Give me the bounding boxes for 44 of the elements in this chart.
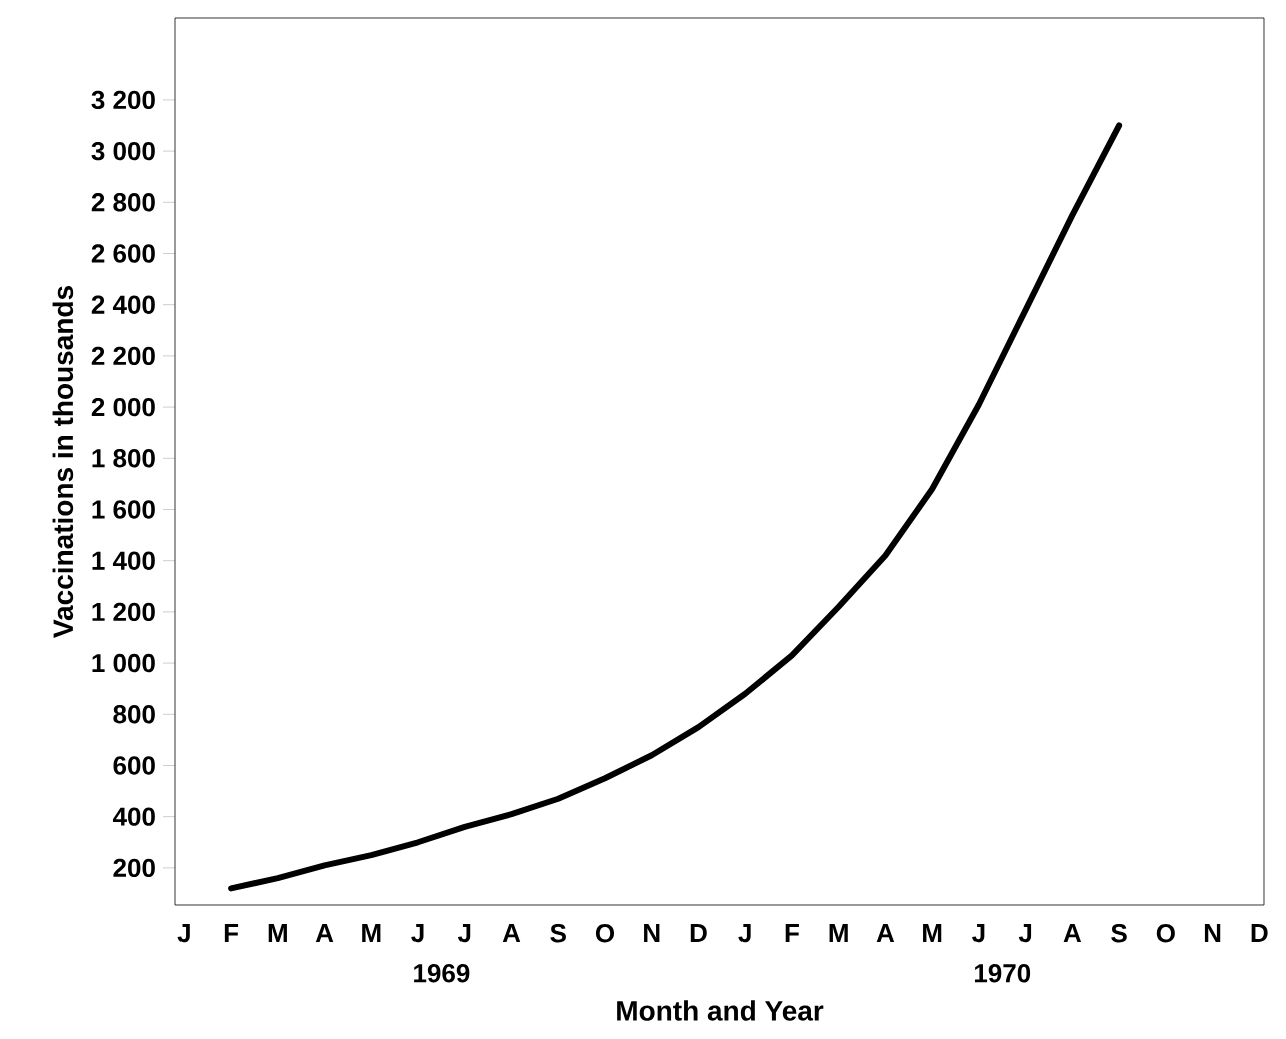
x-tick-label: J <box>177 924 190 943</box>
x-tick-label: N <box>644 924 660 942</box>
x-axis-title: Month and Year <box>617 1000 824 1021</box>
text: 1969 <box>414 964 470 983</box>
y-tick-label: 2 000 <box>91 397 155 417</box>
x-tick-label: M <box>923 924 942 942</box>
y-tick-label: 1 600 <box>92 500 155 519</box>
y-tick-label: 400 <box>112 807 155 826</box>
x-tick-label: S <box>550 924 566 943</box>
y-axis-title: Vaccinations in thousands <box>52 286 74 638</box>
x-tick-label: O <box>1156 924 1175 943</box>
x-tick-label: A <box>1063 924 1082 942</box>
x-tick-label: A <box>876 924 895 942</box>
x-tick-label: D <box>1251 924 1268 942</box>
y-tick-label: 2 200 <box>91 346 155 366</box>
text: 1970 <box>974 964 1031 983</box>
y-tick-label: 1 200 <box>92 602 155 622</box>
y-tick-label: 2 400 <box>91 295 155 314</box>
x-tick-label: J <box>738 924 751 943</box>
y-tick-label: 1 400 <box>92 551 155 570</box>
y-tick-label: 3 200 <box>91 90 155 110</box>
y-tick-label: 200 <box>113 858 155 878</box>
x-tick-label: M <box>268 924 287 942</box>
y-tick-label: 2 600 <box>91 244 155 263</box>
x-tick-label: J <box>457 924 471 943</box>
x-tick-label: J <box>1018 924 1032 943</box>
x-tick-label: F <box>785 924 799 942</box>
y-tick-label: 600 <box>113 756 155 775</box>
x-tick-label: N <box>1204 924 1221 942</box>
x-tick-label: A <box>502 924 521 942</box>
x-tick-label: S <box>1111 924 1127 943</box>
x-tick-label: F <box>224 924 239 942</box>
x-tick-label: M <box>829 924 848 942</box>
x-tick-label: J <box>972 924 985 943</box>
y-tick-label: 3 000 <box>91 141 155 161</box>
y-tick-label: 2 800 <box>91 193 155 212</box>
y-tick-label: 1 800 <box>92 449 155 468</box>
x-tick-label: M <box>362 924 381 942</box>
x-tick-label: J <box>411 924 424 943</box>
y-tick-label: 1 000 <box>92 653 155 673</box>
x-tick-label: O <box>595 924 615 943</box>
x-tick-label: A <box>315 924 334 942</box>
y-tick-label: 800 <box>113 705 155 724</box>
x-tick-label: D <box>690 924 707 942</box>
